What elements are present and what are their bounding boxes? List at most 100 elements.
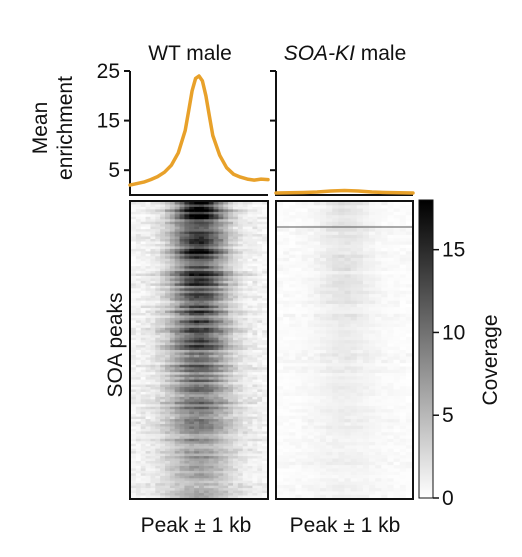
heatmap-cell <box>344 248 351 252</box>
heatmap-cell <box>393 238 401 242</box>
heatmap-cell <box>218 362 224 366</box>
y-axis-label: Mean enrichment <box>29 76 77 180</box>
heatmap-cell <box>160 300 166 304</box>
heatmap-cell <box>218 241 224 245</box>
heatmap-cell <box>332 211 339 216</box>
heatmap-cell <box>228 424 234 427</box>
heatmap-cell <box>301 271 308 275</box>
heatmap-cell <box>184 211 190 215</box>
heatmap-cell <box>369 238 376 242</box>
heatmap-cell <box>150 399 156 403</box>
heatmap-cell <box>369 208 376 213</box>
heatmap-cell <box>194 446 200 449</box>
heatmap-cell <box>301 340 308 344</box>
heatmap-cell <box>257 253 263 257</box>
heatmap-cell <box>387 435 394 440</box>
heatmap-cell <box>135 428 142 432</box>
heatmap-cell <box>233 470 239 474</box>
heatmap-cell <box>405 228 413 232</box>
heatmap-cell <box>203 224 210 227</box>
heatmap-cell <box>140 364 146 368</box>
heatmap-cell <box>393 323 401 328</box>
heatmap-cell <box>174 485 180 489</box>
heatmap-cell <box>165 389 171 393</box>
heatmap-cell <box>208 211 214 215</box>
heatmap-cell <box>218 317 224 321</box>
heatmap-cell <box>283 251 290 255</box>
heatmap-cell <box>228 308 234 311</box>
heatmap-cell <box>301 238 308 242</box>
heatmap-cell <box>150 288 156 292</box>
heatmap-cell <box>242 313 248 316</box>
heatmap-cell <box>150 483 156 486</box>
heatmap-cell <box>174 399 180 403</box>
heatmap-cell <box>203 342 210 346</box>
heatmap-cell <box>375 415 382 420</box>
heatmap-cell <box>237 372 244 375</box>
heatmap-cell <box>247 266 253 269</box>
heatmap-cell <box>257 345 263 348</box>
heatmap-cell <box>199 421 205 425</box>
heatmap-cell <box>184 374 190 378</box>
heatmap-cell <box>257 424 263 427</box>
heatmap-cell <box>257 206 263 210</box>
heatmap-cell <box>145 478 151 482</box>
heatmap-cell <box>237 446 244 449</box>
heatmap-cell <box>213 465 219 469</box>
heatmap-cell <box>131 239 137 242</box>
heatmap-cell <box>135 436 142 440</box>
heatmap-cell <box>247 337 253 341</box>
heatmap-cell <box>301 251 308 255</box>
heatmap-cell <box>179 414 185 417</box>
heatmap-cell <box>332 330 339 334</box>
heatmap-cell <box>165 283 171 287</box>
heatmap-cell <box>242 342 248 346</box>
heatmap-cell <box>184 229 190 232</box>
heatmap-cell <box>189 364 195 368</box>
heatmap-cell <box>233 446 239 449</box>
heatmap-cell <box>262 350 268 353</box>
heatmap-cell <box>242 478 248 482</box>
heatmap-cell <box>155 298 161 301</box>
heatmap-cell <box>179 305 185 309</box>
heatmap-cell <box>242 303 248 306</box>
heatmap-cell <box>228 273 234 277</box>
heatmap-cell <box>150 298 156 301</box>
heatmap-cell <box>233 322 239 326</box>
heatmap-cell <box>257 295 263 299</box>
heatmap-cell <box>165 308 171 311</box>
heatmap-cell <box>338 205 345 209</box>
heatmap-cell <box>242 246 248 250</box>
heatmap-cell <box>155 283 161 287</box>
heatmap-cell <box>242 290 248 294</box>
heatmap-cell <box>362 366 370 371</box>
heatmap-cell <box>381 396 388 400</box>
heatmap-cell <box>289 317 296 321</box>
heatmap-cell <box>326 425 333 430</box>
heatmap-cell <box>199 470 205 474</box>
heatmap-cell <box>194 461 200 464</box>
heatmap-cell <box>332 409 339 413</box>
heatmap-cell <box>356 379 364 384</box>
heatmap-cell <box>135 463 142 467</box>
heatmap-cell <box>228 305 234 309</box>
heatmap-cell <box>174 446 180 449</box>
heatmap-cell <box>228 401 234 405</box>
heatmap-cell <box>257 305 263 309</box>
heatmap-cell <box>174 283 180 287</box>
heatmap-cell <box>174 436 180 440</box>
heatmap-cell <box>405 409 413 413</box>
heatmap-cell <box>295 234 302 239</box>
heatmap-cell <box>223 246 229 250</box>
heatmap-cell <box>247 495 253 499</box>
heatmap-cell <box>277 438 284 443</box>
heatmap-cell <box>203 332 210 336</box>
heatmap-cell <box>150 485 156 489</box>
heatmap-cell <box>344 405 351 410</box>
heatmap-cell <box>155 248 161 252</box>
heatmap-cell <box>145 389 151 393</box>
heatmap-cell <box>356 267 364 272</box>
heatmap-cell <box>165 401 171 405</box>
heatmap-cell <box>145 226 151 230</box>
heatmap-cell <box>257 229 263 232</box>
